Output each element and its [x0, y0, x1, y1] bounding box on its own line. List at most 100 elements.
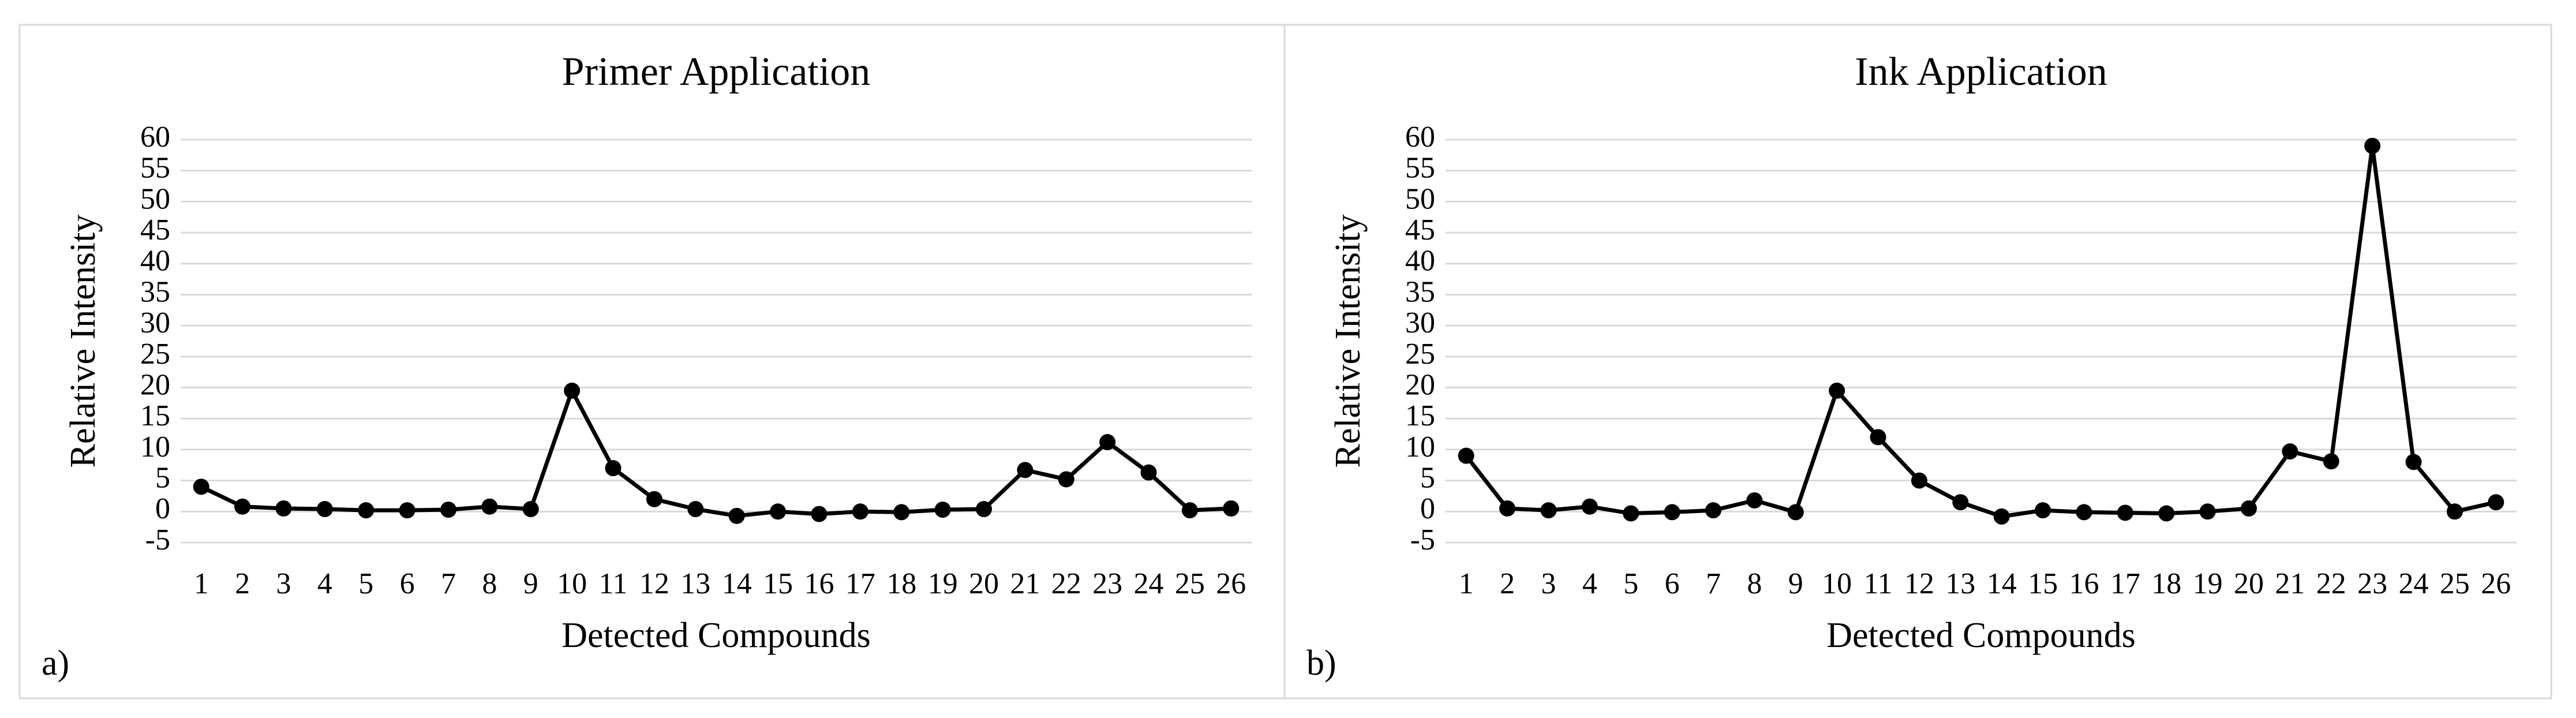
y-tick-label: 5	[1420, 462, 1435, 495]
y-tick-label: 5	[155, 462, 170, 495]
x-tick-label: 12	[1904, 567, 1934, 600]
panel-label: a)	[42, 644, 69, 683]
x-tick-label: 11	[598, 567, 627, 600]
x-tick-label: 21	[1010, 567, 1040, 600]
x-tick-label: 10	[1822, 567, 1852, 600]
x-tick-label: 20	[2234, 567, 2264, 600]
data-point	[2488, 494, 2504, 511]
data-point	[1581, 498, 1598, 515]
data-point	[316, 501, 333, 518]
x-tick-label: 1	[1459, 567, 1474, 600]
y-axis-label: Relative Intensity	[63, 214, 103, 468]
x-tick-label: 12	[639, 567, 669, 600]
x-tick-label: 3	[1541, 567, 1556, 600]
y-tick-label: 55	[1405, 152, 1435, 185]
y-tick-label: 50	[1405, 182, 1435, 215]
data-point	[399, 502, 415, 519]
x-tick-label: 7	[441, 567, 456, 600]
y-tick-label: 30	[1405, 306, 1435, 339]
data-point	[1664, 504, 1680, 521]
data-point	[275, 500, 292, 517]
x-tick-label: 14	[1987, 567, 2017, 600]
data-point	[2117, 504, 2133, 521]
y-tick-label: 35	[1405, 275, 1435, 308]
y-axis-label: Relative Intensity	[1328, 214, 1368, 468]
x-tick-label: 20	[969, 567, 999, 600]
y-tick-label: 45	[1405, 214, 1435, 246]
data-point	[234, 498, 251, 515]
x-tick-label: 23	[1092, 567, 1122, 600]
x-tick-label: 24	[1134, 567, 1164, 600]
y-tick-label: 25	[1405, 338, 1435, 371]
y-tick-label: 0	[155, 492, 170, 525]
data-point	[1829, 382, 1845, 399]
x-tick-label: 16	[804, 567, 834, 600]
x-tick-label: 19	[2193, 567, 2223, 600]
data-point	[522, 501, 539, 518]
y-tick-label: 35	[140, 275, 170, 308]
data-point	[2199, 503, 2216, 520]
x-tick-label: 17	[845, 567, 875, 600]
data-point	[1181, 502, 1198, 519]
x-tick-label: 6	[400, 567, 415, 600]
data-point	[1952, 494, 1969, 511]
data-point	[1911, 472, 1927, 489]
data-point	[852, 503, 868, 520]
data-point	[481, 498, 498, 515]
y-tick-label: 40	[1405, 245, 1435, 278]
data-point	[1787, 504, 1804, 521]
x-tick-label: 18	[886, 567, 916, 600]
x-axis-label: Detected Compounds	[561, 616, 871, 655]
x-tick-label: 16	[2069, 567, 2099, 600]
data-point	[687, 501, 704, 518]
data-point	[2035, 502, 2051, 519]
y-tick-label: 15	[140, 399, 170, 432]
data-point	[1746, 492, 1763, 508]
x-tick-label: 2	[235, 567, 250, 600]
x-tick-label: 25	[1175, 567, 1205, 600]
y-tick-label: 10	[140, 431, 170, 463]
x-tick-label: 19	[928, 567, 958, 600]
y-tick-label: 40	[140, 245, 170, 278]
data-point	[2241, 500, 2257, 517]
data-point	[1623, 505, 1639, 522]
data-point	[2282, 443, 2298, 460]
data-point	[1458, 447, 1474, 464]
x-tick-label: 9	[523, 567, 538, 600]
data-point	[976, 501, 992, 518]
data-point	[193, 478, 209, 495]
y-tick-label: 30	[140, 306, 170, 339]
x-tick-label: 22	[2316, 567, 2346, 600]
x-tick-label: 21	[2275, 567, 2305, 600]
data-point	[893, 504, 910, 521]
data-point	[1058, 471, 1074, 488]
data-point	[934, 502, 951, 518]
x-tick-label: 9	[1788, 567, 1803, 600]
x-tick-label: 18	[2151, 567, 2181, 600]
x-tick-label: 2	[1500, 567, 1515, 600]
data-point	[1993, 508, 2010, 525]
data-point	[2158, 505, 2175, 522]
x-tick-label: 4	[317, 567, 332, 600]
y-tick-label: 50	[140, 182, 170, 215]
data-point	[1870, 429, 1886, 446]
data-point	[1499, 500, 1516, 517]
panel-label: b)	[1306, 644, 1336, 683]
y-tick-label: 60	[1405, 121, 1435, 154]
y-tick-label: -5	[1410, 523, 1435, 556]
data-point	[1705, 502, 1721, 519]
x-tick-label: 8	[482, 567, 497, 600]
y-tick-label: -5	[145, 523, 170, 556]
x-tick-label: 6	[1665, 567, 1680, 600]
x-tick-label: 23	[2357, 567, 2387, 600]
data-point	[2076, 504, 2092, 521]
x-tick-label: 26	[2481, 567, 2511, 600]
x-tick-label: 24	[2399, 567, 2429, 600]
x-tick-label: 17	[2110, 567, 2140, 600]
data-point	[605, 460, 621, 477]
data-point	[770, 503, 787, 520]
x-tick-label: 13	[1945, 567, 1975, 600]
data-point	[1223, 500, 1240, 517]
data-point	[646, 491, 662, 507]
